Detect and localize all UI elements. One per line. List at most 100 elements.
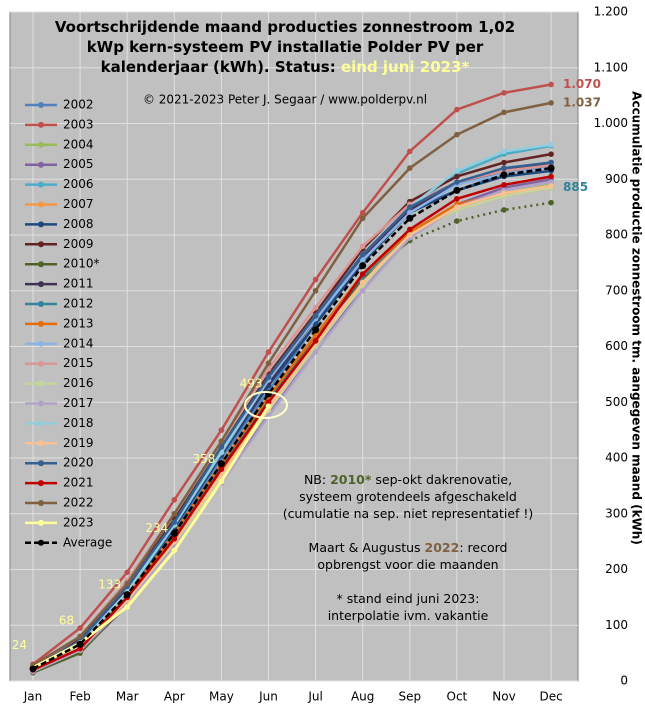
x-tick-label: Sep: [398, 690, 421, 704]
x-tick-label: Feb: [69, 690, 90, 704]
data-point: [454, 173, 460, 180]
data-point: [124, 580, 130, 587]
x-tick-label: Jan: [23, 690, 43, 704]
y-tick-label: 100: [605, 618, 628, 632]
data-point: [407, 232, 413, 238]
y-tick-label: 1.000: [594, 116, 628, 130]
data-point: [407, 165, 413, 171]
data-point: [76, 640, 84, 648]
data-point: [548, 159, 554, 166]
data-point: [454, 204, 460, 210]
y-axis-title: Accumulatie productie zonnestroom tm. aa…: [630, 91, 644, 545]
legend-label: 2008: [63, 217, 94, 231]
legend-label: 2020: [63, 456, 94, 470]
data-point: [548, 81, 554, 88]
data-point: [359, 287, 366, 294]
data-point: [501, 182, 507, 188]
legend-label: 2010*: [63, 257, 100, 271]
data-point: [359, 243, 366, 249]
title-line: kalenderjaar (kWh). Status: eind juni 20…: [101, 58, 470, 76]
data-point: [453, 186, 461, 194]
note-line: systeem grotendeels afgeschakeld: [299, 489, 517, 504]
legend-label: Average: [63, 535, 112, 549]
x-tick-label: Mar: [116, 690, 139, 704]
data-point: [548, 179, 554, 185]
data-label: 68: [59, 614, 74, 628]
data-point: [547, 164, 555, 172]
data-point: [265, 403, 272, 409]
x-tick-label: Apr: [164, 690, 185, 704]
data-point: [359, 257, 366, 263]
x-tick-label: Nov: [492, 690, 515, 704]
note-part: NB:: [304, 472, 330, 487]
data-point: [312, 287, 319, 294]
legend-marker: [38, 201, 44, 208]
note-part: * stand eind juni 2023:: [337, 591, 480, 606]
data-point: [406, 214, 414, 222]
data-point: [454, 218, 460, 224]
series-line-visible: [32, 83, 552, 666]
note-line: interpolatie ivm. vakantie: [328, 608, 489, 623]
legend-label: 2021: [63, 476, 94, 490]
y-tick-label: 800: [605, 228, 628, 242]
x-tick-label: Oct: [447, 690, 468, 704]
y-tick-label: 900: [605, 172, 628, 186]
note-part: 2010*: [330, 472, 372, 487]
data-point: [218, 427, 225, 433]
data-point: [265, 360, 272, 367]
legend-label: 2015: [63, 356, 94, 370]
data-point: [77, 625, 83, 631]
legend-marker: [38, 221, 44, 228]
x-tick-label: Dec: [539, 690, 562, 704]
data-point: [407, 204, 413, 210]
data-point: [548, 141, 554, 148]
x-tick-label: Jun: [258, 690, 278, 704]
data-point: [359, 262, 367, 270]
note-part: Maart & Augustus: [309, 540, 425, 555]
data-point: [171, 547, 178, 554]
data-point: [312, 326, 320, 334]
data-point: [359, 279, 366, 286]
data-label: 133: [98, 577, 121, 591]
data-label: 493: [240, 377, 263, 391]
data-point: [501, 148, 507, 155]
data-point: [501, 159, 507, 166]
data-point: [548, 151, 554, 157]
legend-marker: [38, 519, 44, 526]
data-point: [500, 171, 508, 179]
data-point: [218, 438, 225, 445]
data-point: [359, 251, 366, 258]
legend-label: 2004: [63, 137, 94, 151]
note-line: opbrengst voor die maanden: [317, 557, 498, 572]
series-line-visible: [32, 175, 552, 671]
y-tick-label: 300: [605, 506, 628, 520]
y-tick-label: 700: [605, 283, 628, 297]
data-point: [407, 148, 413, 155]
note-line: NB: 2010* sep-okt dakrenovatie,: [304, 472, 512, 487]
legend-marker: [38, 460, 44, 467]
y-tick-label: 500: [605, 395, 628, 409]
series-line-visible: [32, 161, 552, 669]
highlight-ellipse: [244, 391, 288, 419]
legend-marker: [38, 102, 44, 108]
note-part: sep-okt dakrenovatie,: [371, 472, 512, 487]
legend-label: 2019: [63, 436, 94, 450]
data-point: [171, 510, 178, 517]
legend-label: 2018: [63, 416, 94, 430]
data-point: [454, 168, 460, 174]
data-point: [359, 271, 366, 277]
data-point: [548, 183, 554, 189]
data-point: [312, 321, 319, 328]
data-point: [548, 199, 554, 206]
legend-marker: [38, 380, 44, 387]
note-part: interpolatie ivm. vakantie: [328, 608, 489, 623]
data-point: [123, 591, 131, 599]
data-point: [170, 529, 178, 537]
data-point: [454, 195, 460, 202]
title-line: kWp kern-systeem PV installatie Polder P…: [87, 38, 484, 56]
legend-label: 2005: [63, 157, 94, 171]
legend-label: 2014: [63, 336, 94, 350]
legend-marker: [38, 500, 44, 506]
data-point: [407, 226, 413, 233]
